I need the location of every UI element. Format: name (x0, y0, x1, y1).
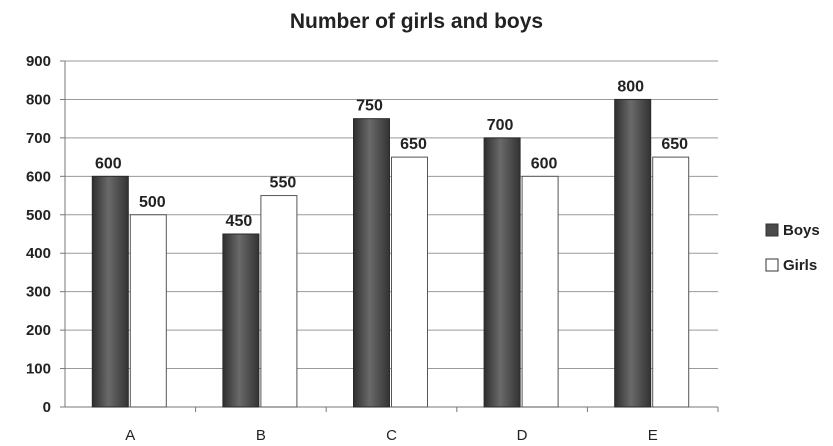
y-tick-label: 600 (26, 168, 51, 185)
y-tick-label: 200 (26, 322, 51, 339)
legend-label-boys: Boys (783, 222, 820, 239)
data-label: 600 (95, 155, 122, 172)
bar-boys-b (222, 233, 260, 408)
bar-girls-e (652, 156, 690, 408)
bar-girls-a (129, 214, 167, 408)
x-tick-label: E (648, 427, 658, 444)
y-tick-label: 500 (26, 207, 51, 224)
y-tick-label: 800 (26, 91, 51, 108)
y-tick-label: 100 (26, 361, 51, 378)
legend-label-girls: Girls (783, 257, 817, 274)
bar-boys-a (91, 175, 129, 408)
bar-girls-d (521, 175, 559, 408)
y-tick-label: 400 (26, 245, 51, 262)
data-label: 800 (617, 78, 644, 95)
y-tick-label: 900 (26, 53, 51, 70)
y-tick-label: 700 (26, 130, 51, 147)
bar-boys-d (483, 137, 521, 408)
x-tick-label: B (256, 427, 266, 444)
x-tick-label: D (517, 427, 528, 444)
x-axis-ticks: A B C D E (125, 407, 719, 444)
y-tick-label: 0 (43, 399, 51, 416)
data-labels: 600 500 450 550 750 650 700 600 800 650 (95, 78, 688, 230)
data-label: 700 (487, 117, 514, 134)
bar-girls-b (260, 195, 298, 408)
data-label: 650 (400, 136, 427, 153)
y-tick-label: 300 (26, 284, 51, 301)
chart-title: Number of girls and boys (289, 10, 544, 33)
legend-swatch-girls (765, 258, 779, 272)
data-label: 450 (226, 213, 253, 230)
data-label: 600 (531, 155, 558, 172)
bars (91, 98, 690, 408)
bar-boys-c (353, 118, 390, 408)
data-label: 650 (661, 136, 688, 153)
data-label: 750 (356, 98, 383, 115)
bar-boys-e (614, 98, 652, 408)
data-label: 500 (139, 194, 166, 211)
data-label: 550 (270, 175, 297, 192)
x-tick-label: C (386, 427, 397, 444)
legend-swatch-boys (765, 223, 779, 237)
y-axis-ticks: 0 100 200 300 400 500 600 700 800 900 (26, 53, 65, 416)
legend: Boys Girls (765, 222, 820, 274)
bar-girls-c (391, 156, 428, 408)
x-tick-label: A (125, 427, 135, 444)
